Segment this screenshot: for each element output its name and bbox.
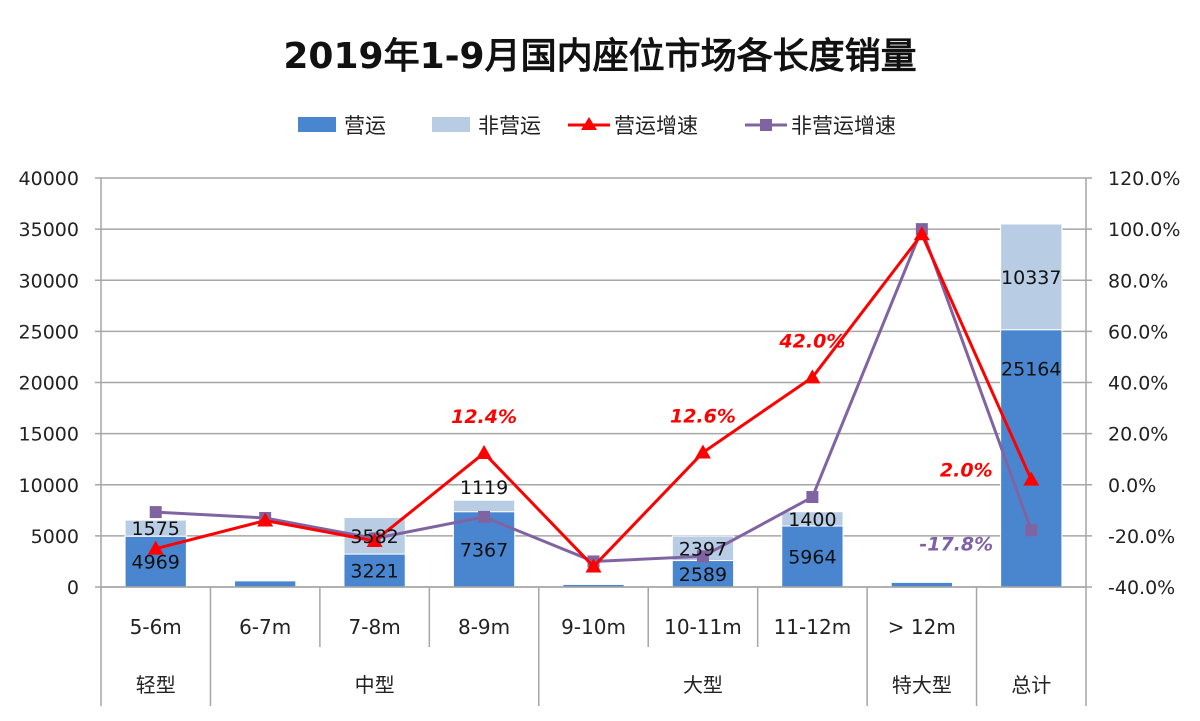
legend-label: 非营运	[478, 114, 541, 138]
right-tick-label: 0.0%	[1108, 475, 1156, 497]
category-label: 11-12m	[774, 615, 852, 639]
bar-value-label: 2589	[679, 564, 727, 586]
bar-value-label: 5964	[788, 547, 836, 569]
right-tick-label: 100.0%	[1108, 219, 1180, 241]
category-group-label: 中型	[355, 673, 395, 697]
left-tick-label: 40000	[19, 168, 79, 190]
category-group-label: 大型	[683, 673, 723, 697]
category-label: 8-9m	[458, 615, 510, 639]
bar-value-label: 10337	[1001, 267, 1061, 289]
legend-swatch	[298, 117, 336, 132]
growth-value-label: -17.8%	[919, 533, 993, 555]
triangle-marker	[1023, 471, 1040, 486]
category-label: 5-6m	[130, 615, 182, 639]
triangle-marker	[804, 369, 821, 384]
right-tick-label: 40.0%	[1108, 373, 1168, 395]
triangle-marker	[913, 226, 930, 241]
right-tick-label: 80.0%	[1108, 270, 1168, 292]
left-tick-label: 15000	[19, 424, 79, 446]
growth-value-label: 12.4%	[451, 406, 517, 428]
category-label: 9-10m	[561, 615, 626, 639]
bar-operating	[1000, 329, 1063, 588]
bar-non-operating	[781, 511, 844, 527]
x-axis: 5-6m 6-7m 7-8m 8-9m 9-10m 10-11m 11-12m > 12m 轻型…	[100, 586, 1087, 706]
bar-value-label: 3221	[350, 561, 398, 583]
square-marker	[149, 506, 162, 519]
data-labels: 4969 1575 3221 3582 7367 1119 2589 2397 5964 1400…	[132, 267, 1062, 586]
bar-value-label: 2397	[679, 538, 727, 560]
line-series	[147, 223, 1040, 573]
bar-operating	[234, 580, 297, 588]
bar-value-label: 3582	[350, 526, 398, 548]
triangle-marker	[257, 512, 274, 527]
bar-value-label: 25164	[1001, 359, 1061, 381]
square-marker	[478, 510, 491, 523]
bar-value-label: 1400	[788, 509, 836, 531]
square-marker	[806, 491, 819, 504]
bar-non-operating	[1000, 223, 1063, 331]
right-tick-label: 20.0%	[1108, 424, 1168, 446]
triangle-marker	[585, 558, 602, 573]
left-y-axis: 0 5000 10000 15000 20000 25000 30000 35000 40000	[19, 168, 102, 599]
category-label: 6-7m	[239, 615, 291, 639]
triangle-marker	[694, 444, 711, 459]
category-group-label: 总计	[1011, 673, 1051, 697]
right-tick-label: 120.0%	[1108, 168, 1180, 190]
triangle-marker	[476, 445, 493, 460]
category-label: > 12m	[888, 615, 956, 639]
category-group-label: 轻型	[136, 673, 176, 697]
bar-non-operating	[452, 499, 516, 513]
left-tick-label: 5000	[31, 526, 79, 548]
legend: 营运 非营运 营运增速 非营运增速	[298, 114, 896, 138]
category-label: 10-11m	[664, 615, 742, 639]
left-tick-label: 0	[67, 577, 79, 599]
left-tick-label: 20000	[19, 373, 79, 395]
right-tick-label: -40.0%	[1108, 577, 1175, 599]
bar-non-operating	[124, 519, 187, 537]
bar-value-label: 1575	[132, 518, 180, 540]
right-y-axis: -40.0% -20.0% 0.0% 20.0% 40.0% 60.0% 80.0% 100.…	[1085, 168, 1180, 599]
category-group-label: 特大型	[892, 673, 952, 697]
growth-value-label: 2.0%	[940, 460, 993, 482]
triangle-marker	[147, 540, 164, 555]
legend-label: 营运增速	[614, 114, 698, 138]
growth-value-label: 42.0%	[778, 330, 845, 352]
square-marker	[1025, 524, 1038, 537]
non-operating-growth-line	[155, 224, 1033, 563]
bar-value-label: 1119	[460, 477, 508, 499]
triangle-marker	[366, 532, 383, 547]
legend-label: 营运	[344, 114, 386, 138]
square-marker	[696, 550, 709, 563]
left-tick-label: 10000	[19, 475, 79, 497]
bar-value-label: 4969	[132, 552, 180, 574]
legend-label: 非营运增速	[791, 114, 896, 138]
right-tick-label: -20.0%	[1108, 526, 1175, 548]
legend-swatch	[432, 117, 470, 132]
right-tick-label: 60.0%	[1108, 321, 1168, 343]
left-tick-label: 35000	[19, 219, 79, 241]
left-tick-label: 30000	[19, 270, 79, 292]
category-label: 7-8m	[349, 615, 401, 639]
growth-value-label: 12.6%	[670, 406, 736, 428]
chart-title: 2019年1-9月国内座位市场各长度销量	[283, 36, 916, 77]
bar-value-label: 7367	[460, 539, 508, 561]
left-tick-label: 25000	[19, 321, 79, 343]
